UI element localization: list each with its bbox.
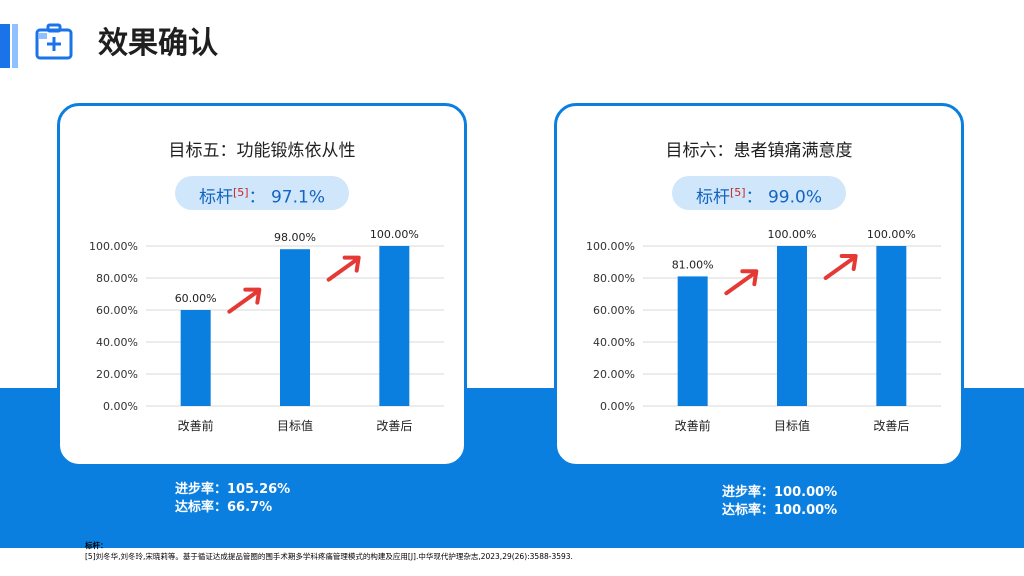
benchmark-separator: ： xyxy=(248,187,266,208)
benchmark-badge: 标杆[5]： 99.0% xyxy=(672,176,846,210)
benchmark-badge: 标杆[5]： 97.1% xyxy=(175,176,349,210)
bar xyxy=(280,249,310,406)
data-label: 100.00% xyxy=(867,228,916,241)
bar xyxy=(379,246,410,406)
category-label: 目标值 xyxy=(774,418,810,433)
achievement-rate: 达标率：100.00% xyxy=(722,503,838,518)
page-title: 效果确认 xyxy=(98,26,218,61)
accent-bar xyxy=(0,24,10,68)
stats-goal-five: 进步率：105.26% 达标率：66.7% xyxy=(175,481,290,517)
benchmark-value: 97.1% xyxy=(270,187,325,208)
progress-rate: 进步率：105.26% xyxy=(175,482,291,497)
benchmark-label: 标杆 xyxy=(198,187,233,208)
chart-card-goal-five: 目标五：功能锻炼依从性 标杆[5]： 97.1% 0.00% 20.00% 40.0… xyxy=(57,103,467,467)
y-tick-label: 60.00% xyxy=(96,304,138,317)
benchmark-citation: [5] xyxy=(729,186,746,199)
bar-chart-goal-six: 0.00% 20.00% 40.00% 60.00% 80.00% 100.00% 81.0… xyxy=(586,228,941,433)
bar-chart-goal-five: 0.00% 20.00% 40.00% 60.00% 80.00% 100.00% 60.0… xyxy=(89,228,444,433)
trend-arrow-icon xyxy=(227,287,262,314)
chart-card-goal-six: 目标六：患者镇痛满意度 标杆[5]： 99.0% 0.00% 20.00% 40.0… xyxy=(554,103,964,467)
trend-arrow-icon xyxy=(823,254,858,280)
benchmark-separator: ： xyxy=(745,187,763,208)
category-label: 改善前 xyxy=(178,418,214,433)
medical-kit-icon xyxy=(35,23,73,60)
y-tick-label: 80.00% xyxy=(593,272,635,285)
benchmark-value: 99.0% xyxy=(767,187,822,208)
y-tick-label: 0.00% xyxy=(103,400,138,413)
bar xyxy=(677,276,708,406)
y-tick-label: 0.00% xyxy=(600,400,635,413)
bar xyxy=(876,246,907,406)
category-label: 目标值 xyxy=(277,418,313,433)
data-label: 60.00% xyxy=(175,292,217,305)
data-label: 100.00% xyxy=(370,228,419,241)
reference-title: 标杆： xyxy=(85,541,108,550)
accent-bar-light xyxy=(12,24,18,68)
achievement-rate: 达标率：66.7% xyxy=(175,500,273,515)
y-tick-label: 100.00% xyxy=(89,240,138,253)
data-label: 98.00% xyxy=(274,231,316,244)
stats-goal-six: 进步率：100.00% 达标率：100.00% xyxy=(722,484,837,520)
benchmark-label: 标杆 xyxy=(695,187,730,208)
benchmark-citation: [5] xyxy=(232,186,249,199)
y-tick-label: 80.00% xyxy=(96,272,138,285)
y-tick-label: 20.00% xyxy=(593,368,635,381)
category-label: 改善后 xyxy=(376,418,412,433)
category-label: 改善后 xyxy=(873,418,909,433)
y-tick-label: 40.00% xyxy=(593,336,635,349)
bar xyxy=(777,246,807,406)
chart-title: 目标五：功能锻炼依从性 xyxy=(168,141,356,161)
reference-text: [5]刘冬华,刘冬玲,宋晓莉等。基于循证达成提品管圈的围手术期多学科疼痛管理模式… xyxy=(85,552,573,561)
data-label: 81.00% xyxy=(672,258,714,271)
chart-title: 目标六：患者镇痛满意度 xyxy=(665,141,853,161)
y-tick-label: 20.00% xyxy=(96,368,138,381)
category-label: 改善前 xyxy=(675,418,711,433)
reference-note: 标杆： [5]刘冬华,刘冬玲,宋晓莉等。基于循证达成提品管圈的围手术期多学科疼痛… xyxy=(85,540,573,562)
y-tick-label: 60.00% xyxy=(593,304,635,317)
progress-rate: 进步率：100.00% xyxy=(722,485,838,500)
data-label: 100.00% xyxy=(768,228,817,241)
bar xyxy=(180,310,211,406)
trend-arrow-icon xyxy=(326,255,361,282)
y-tick-label: 40.00% xyxy=(96,336,138,349)
trend-arrow-icon xyxy=(724,269,759,296)
y-tick-label: 100.00% xyxy=(586,240,635,253)
